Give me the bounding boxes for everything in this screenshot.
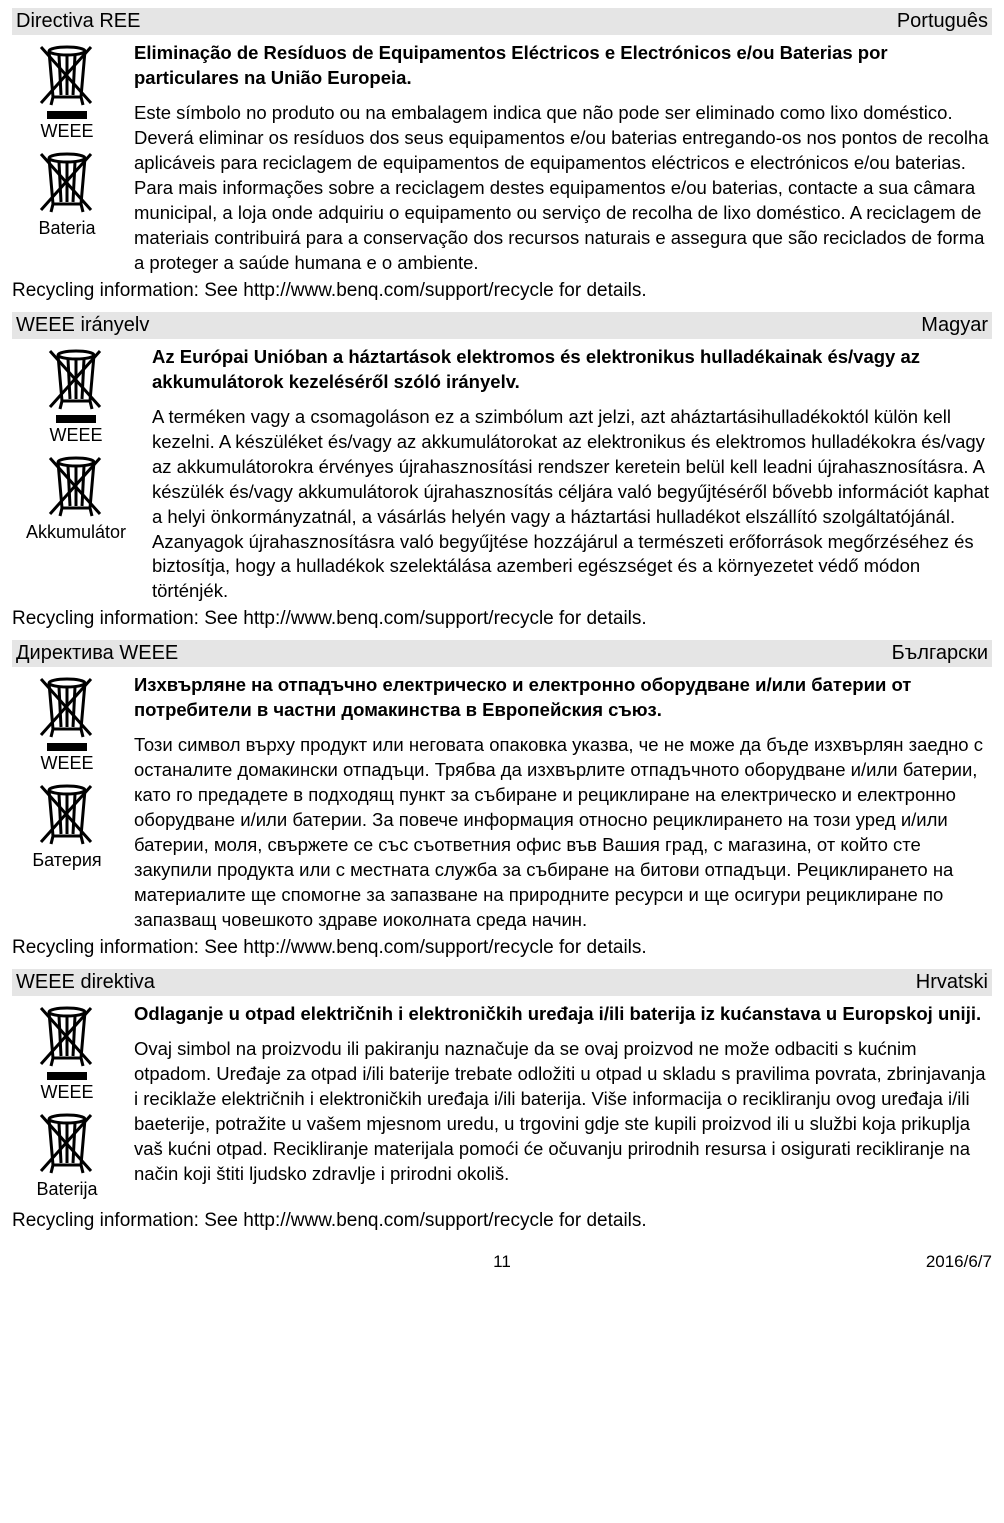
text-column: Eliminação de Resíduos de Equipamentos E… [134,41,992,276]
section-content: WEEE Bateria [12,41,992,276]
icons-column: WEEE Baterija [12,1002,122,1206]
text-column: Az Európai Unióban a háztartások elektro… [152,345,992,605]
recycling-info: Recycling information: See http://www.be… [12,937,992,959]
battery-bin-icon [42,452,110,520]
section-portuguese: Directiva REE Português [12,8,992,302]
language-label: Български [892,642,988,665]
battery-label: Bateria [12,218,122,239]
section-content: WEEE Baterija [12,1002,992,1206]
directive-title: WEEE direktiva [16,971,155,994]
section-croatian: WEEE direktiva Hrvatski [12,969,992,1232]
section-title: Odlaganje u otpad električnih i elektron… [134,1002,992,1027]
section-body: A terméken vagy a csomagoláson ez a szim… [152,405,992,605]
section-header: Директива WEEE Български [12,640,992,667]
weee-bin-icon [33,1002,101,1080]
icons-column: WEEE Батерия [12,673,122,933]
battery-bin-icon [33,780,101,848]
language-label: Português [897,10,988,33]
weee-label: WEEE [12,425,140,446]
section-hungarian: WEEE irányelv Magyar [12,312,992,631]
recycling-info: Recycling information: See http://www.be… [12,1210,992,1232]
icons-column: WEEE Bateria [12,41,122,276]
directive-title: Directiva REE [16,10,140,33]
section-header: WEEE irányelv Magyar [12,312,992,339]
directive-title: WEEE irányelv [16,314,149,337]
section-title: Az Európai Unióban a háztartások elektro… [152,345,992,395]
recycling-info: Recycling information: See http://www.be… [12,608,992,630]
language-label: Magyar [921,314,988,337]
weee-icon-block: WEEE [12,1002,122,1103]
battery-icon-block: Bateria [12,148,122,239]
recycling-info: Recycling information: See http://www.be… [12,280,992,302]
section-header: WEEE direktiva Hrvatski [12,969,992,996]
weee-icon-block: WEEE [12,345,140,446]
weee-bin-icon [33,41,101,119]
weee-label: WEEE [12,121,122,142]
battery-bin-icon [33,148,101,216]
footer-date: 2016/6/7 [926,1252,992,1272]
section-body: Ovaj simbol na proizvodu ili pakiranju n… [134,1037,992,1187]
weee-bin-icon [33,673,101,751]
weee-label: WEEE [12,753,122,774]
battery-icon-block: Батерия [12,780,122,871]
battery-label: Baterija [12,1179,122,1200]
weee-label: WEEE [12,1082,122,1103]
battery-icon-block: Baterija [12,1109,122,1200]
weee-bin-icon [42,345,110,423]
page-footer: 11 2016/6/7 [12,1252,992,1272]
section-title: Eliminação de Resíduos de Equipamentos E… [134,41,992,91]
section-content: WEEE Akkumulátor [12,345,992,605]
battery-icon-block: Akkumulátor [12,452,140,543]
page-number: 11 [493,1252,511,1272]
directive-title: Директива WEEE [16,642,178,665]
text-column: Изхвърляне на отпадъчно електрическо и е… [134,673,992,933]
battery-label: Батерия [12,850,122,871]
text-column: Odlaganje u otpad električnih i elektron… [134,1002,992,1206]
section-header: Directiva REE Português [12,8,992,35]
icons-column: WEEE Akkumulátor [12,345,140,605]
battery-label: Akkumulátor [12,522,140,543]
section-body: Този символ върху продукт или неговата о… [134,733,992,933]
battery-bin-icon [33,1109,101,1177]
section-body: Este símbolo no produto ou na embalagem … [134,101,992,276]
weee-icon-block: WEEE [12,41,122,142]
section-content: WEEE Батерия [12,673,992,933]
section-title: Изхвърляне на отпадъчно електрическо и е… [134,673,992,723]
section-bulgarian: Директива WEEE Български [12,640,992,959]
weee-icon-block: WEEE [12,673,122,774]
language-label: Hrvatski [916,971,988,994]
